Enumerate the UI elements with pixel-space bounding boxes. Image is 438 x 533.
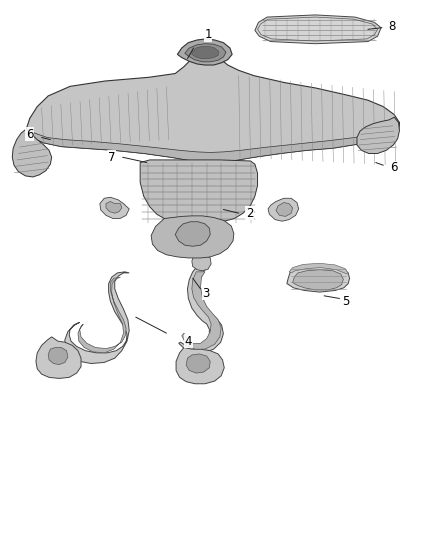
Polygon shape (357, 117, 399, 154)
Polygon shape (24, 123, 399, 163)
Polygon shape (140, 160, 258, 224)
Polygon shape (192, 254, 211, 271)
Text: 2: 2 (246, 207, 254, 220)
Text: 8: 8 (389, 20, 396, 33)
Text: 6: 6 (26, 128, 34, 141)
Polygon shape (177, 39, 232, 65)
Polygon shape (151, 216, 234, 258)
Text: 7: 7 (108, 151, 116, 164)
Polygon shape (176, 348, 224, 384)
Text: 1: 1 (204, 28, 212, 41)
Text: 6: 6 (390, 161, 398, 174)
Polygon shape (268, 198, 299, 221)
Polygon shape (179, 268, 223, 353)
Polygon shape (48, 348, 68, 365)
Polygon shape (78, 277, 126, 353)
Polygon shape (175, 222, 210, 246)
Polygon shape (289, 263, 349, 274)
Polygon shape (185, 44, 226, 62)
Polygon shape (182, 272, 221, 349)
Polygon shape (36, 337, 81, 378)
Polygon shape (65, 272, 129, 364)
Text: 5: 5 (343, 295, 350, 308)
Polygon shape (293, 270, 343, 290)
Polygon shape (287, 265, 350, 292)
Polygon shape (106, 201, 122, 213)
Polygon shape (100, 197, 129, 219)
Text: 3: 3 (202, 287, 209, 300)
Polygon shape (12, 129, 52, 177)
Polygon shape (255, 15, 381, 44)
Polygon shape (276, 203, 293, 216)
Text: 4: 4 (184, 335, 192, 348)
Polygon shape (24, 54, 399, 163)
Polygon shape (192, 46, 219, 59)
Polygon shape (186, 354, 210, 373)
